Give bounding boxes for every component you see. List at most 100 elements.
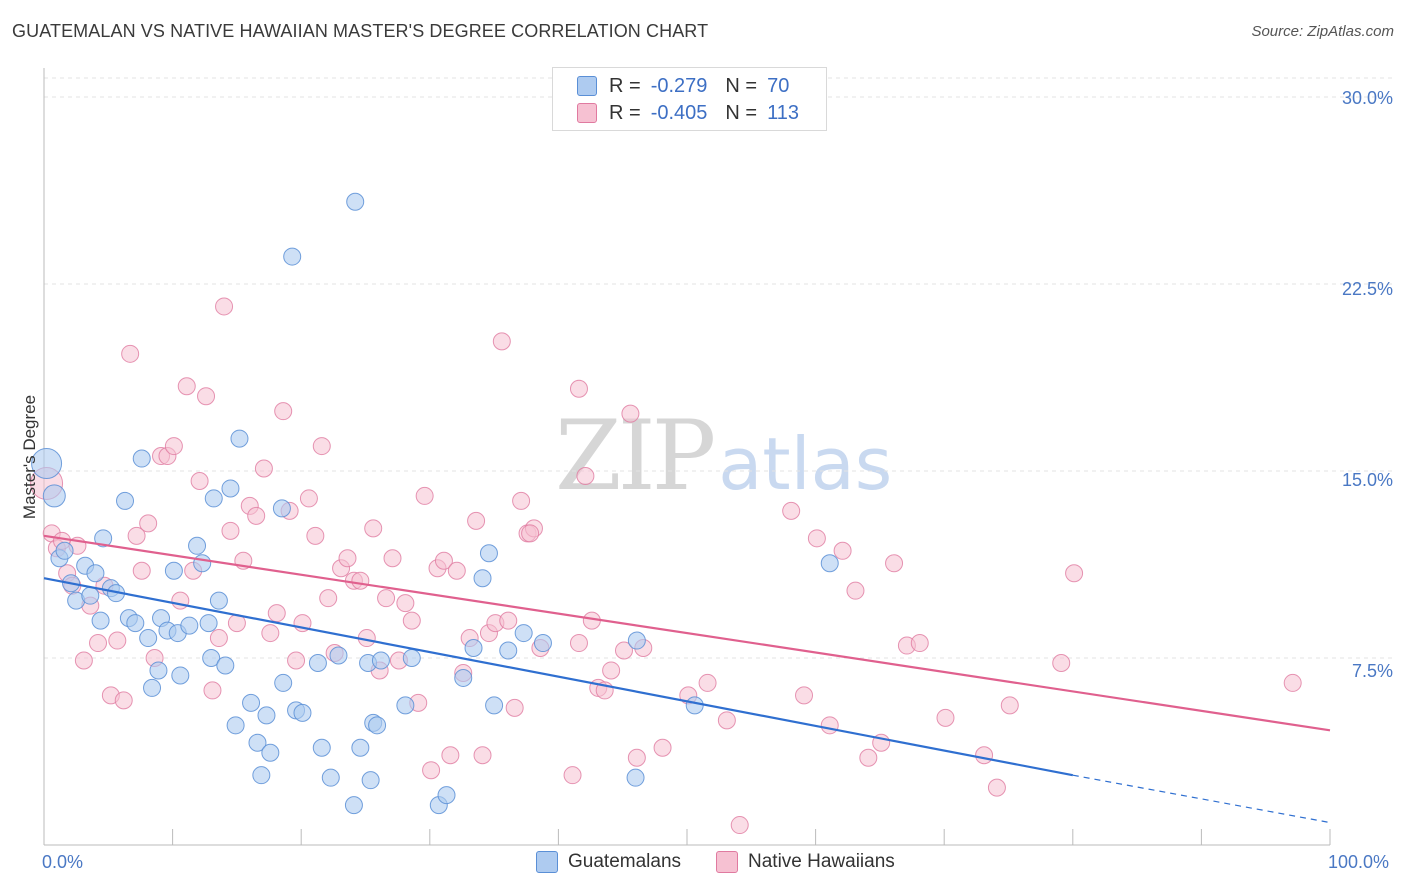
guatemalan-point (221, 479, 240, 498)
native-hawaiian-point (569, 379, 588, 398)
r-label: R = (609, 101, 641, 124)
guatemalan-point (180, 616, 199, 635)
y-axis-label: Master's Degree (20, 394, 39, 520)
native-hawaiian-point (473, 746, 492, 765)
pink-swatch (577, 103, 597, 123)
watermark-atlas: atlas (718, 422, 893, 506)
r-value: -0.405 (650, 101, 708, 124)
guatemalan-point (31, 448, 63, 480)
guatemalan-point (261, 743, 280, 762)
guatemalan-point (42, 484, 66, 508)
guatemalan-point (473, 569, 492, 588)
guatemalan-point (329, 646, 348, 665)
guatemalan-point (149, 661, 168, 680)
native-hawaiian-point (351, 571, 370, 590)
native-hawaiian-point (730, 816, 749, 835)
guatemalan-point (272, 499, 291, 518)
guatemalan-point (626, 768, 645, 787)
native-hawaiian-point (492, 332, 511, 351)
native-hawaiian-point (910, 634, 929, 653)
guatemalan-point (312, 738, 331, 757)
y-tick-label: 15.0% (1341, 470, 1393, 490)
guatemalan-point (193, 554, 212, 573)
native-hawaiian-point (512, 491, 531, 510)
native-hawaiian-point (203, 681, 222, 700)
native-hawaiian-point (820, 716, 839, 735)
native-hawaiian-point (164, 437, 183, 456)
native-hawaiian-point (1283, 673, 1302, 692)
native-hawaiian-point (132, 561, 151, 580)
guatemalan-point (479, 544, 498, 563)
native-hawaiian-point (614, 641, 633, 660)
native-hawaiian-point (383, 549, 402, 568)
native-hawaiian-point (127, 526, 146, 545)
native-hawaiian-point (364, 519, 383, 538)
guatemalan-point (216, 656, 235, 675)
guatemalan-point (91, 611, 110, 630)
native-hawaiian-point (975, 746, 994, 765)
native-hawaiian-point (377, 589, 396, 608)
y-tick-label: 30.0% (1341, 88, 1393, 108)
x-tick-label: 100.0% (1328, 852, 1390, 872)
native-hawaiian-point (576, 466, 595, 485)
native-hawaiian-point (139, 514, 158, 533)
guatemalan-point (274, 673, 293, 692)
native-hawaiian-point (833, 541, 852, 560)
native-hawaiian-point (499, 611, 518, 630)
guatemalan-trend-extension (1072, 774, 1331, 824)
y-tick-label: 7.5% (1351, 661, 1393, 681)
native-hawaiian-point (1065, 564, 1084, 583)
guatemalan-point (361, 771, 380, 790)
guatemalan-point (86, 564, 105, 583)
guatemalan-point (283, 247, 302, 266)
guatemalan-point (202, 649, 221, 667)
guatemalan-point (627, 631, 646, 650)
guatemalan-point (81, 586, 100, 605)
native-hawaiian-point (319, 589, 338, 608)
native-hawaiian-point (563, 766, 582, 785)
native-hawaiian-point (267, 604, 286, 623)
guatemalan-point (820, 554, 839, 573)
guatemalan-point (171, 666, 190, 685)
guatemalan-point (230, 429, 249, 448)
x-tick-label: 0.0% (42, 852, 84, 872)
guatemalan-point (293, 703, 312, 722)
native-hawaiian-point (1052, 653, 1071, 672)
guatemalan-point (464, 639, 483, 658)
guatemalan-point (116, 491, 135, 510)
legend-item-native-hawaiians: Native Hawaiians (716, 851, 895, 873)
guatemalan-point (226, 716, 245, 735)
native-hawaiian-point (859, 748, 878, 767)
native-hawaiian-point (422, 761, 441, 780)
guatemalan-point (321, 768, 340, 787)
guatemalan-point (204, 489, 223, 508)
native-hawaiian-point (467, 511, 486, 530)
native-hawaiian-point (338, 549, 357, 568)
legend-row-native-hawaiians: R = -0.405 N = 113 (577, 100, 799, 126)
native-hawaiian-point (197, 387, 216, 406)
r-value: -0.279 (650, 74, 708, 97)
native-hawaiian-point (936, 708, 955, 727)
correlation-legend: R = -0.279 N = 70 R = -0.405 N = 113 (552, 67, 827, 131)
native-hawaiian-point (885, 554, 904, 573)
native-hawaiian-point (209, 629, 228, 648)
guatemalan-point (454, 668, 473, 687)
guatemalan-point (94, 529, 113, 548)
guatemalan-point (126, 614, 145, 633)
native-hawaiian-point (569, 634, 588, 653)
legend-item-guatemalans: Guatemalans (536, 851, 681, 873)
native-hawaiian-point (396, 594, 415, 613)
native-hawaiian-point (415, 486, 434, 505)
guatemalan-point (346, 192, 365, 211)
guatemalan-point (308, 653, 327, 672)
pink-swatch (716, 851, 738, 873)
native-hawaiian-point (621, 404, 640, 423)
guatemalan-point (199, 614, 218, 633)
native-hawaiian-point (698, 673, 717, 692)
native-hawaiian-point (299, 489, 318, 508)
guatemalan-point (344, 796, 363, 815)
native-hawaiian-point (114, 691, 133, 710)
n-label: N = (725, 101, 758, 124)
native-hawaiian-point (74, 651, 93, 670)
native-hawaiian-point (261, 624, 280, 643)
